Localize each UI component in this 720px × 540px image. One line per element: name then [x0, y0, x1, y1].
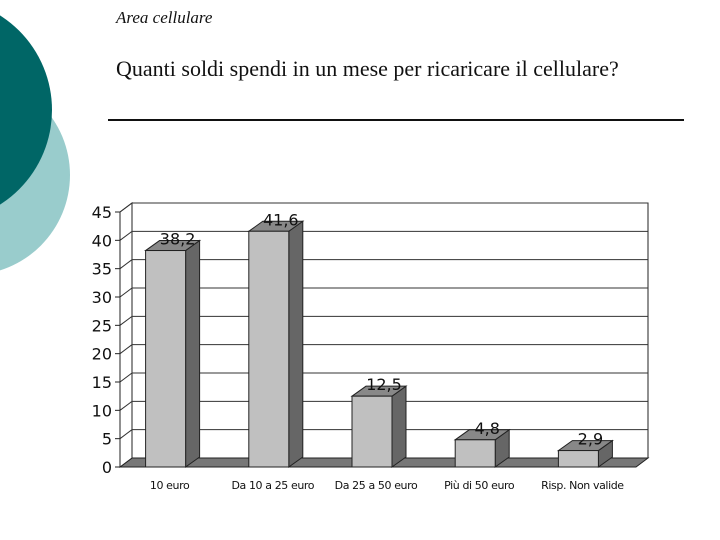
y-tick-label: 30	[92, 288, 112, 307]
y-tick-label: 0	[102, 458, 112, 477]
value-label: 4,8	[474, 419, 499, 438]
chart-bars	[144, 220, 614, 468]
bar-face	[351, 395, 393, 468]
y-tick-label: 40	[92, 231, 112, 250]
chart-gridlines	[119, 202, 648, 440]
bar-face	[454, 439, 496, 468]
x-tick-label: Da 25 a 50 euro	[335, 479, 418, 492]
gridline	[119, 230, 648, 241]
gridline	[119, 202, 648, 213]
value-label: 41,6	[263, 210, 299, 229]
title-divider	[108, 119, 684, 121]
bar-2	[247, 220, 305, 468]
y-tick-label: 20	[92, 345, 112, 364]
value-labels: 38,2 41,6 12,5 4,8 2,9	[160, 210, 603, 448]
value-label: 2,9	[578, 430, 603, 449]
gridline	[119, 344, 648, 355]
gridline	[119, 315, 648, 326]
y-tick-label: 10	[92, 401, 112, 420]
x-tick-label: 10 euro	[150, 479, 190, 492]
y-tick-label: 35	[92, 260, 112, 279]
gridline	[119, 259, 648, 270]
dark-teal-circle	[0, 15, 52, 205]
bar-side	[391, 385, 407, 468]
gridline	[119, 287, 648, 298]
y-tick-label: 45	[92, 203, 112, 222]
x-tick-label: Più di 50 euro	[444, 479, 515, 492]
slide-title: Quanti soldi spendi in un mese per ricar…	[116, 56, 619, 81]
side-wall	[119, 202, 133, 468]
bar-side	[185, 239, 201, 468]
section-header: Area cellulare	[116, 8, 213, 27]
x-tick-label: Da 10 a 25 euro	[231, 479, 314, 492]
bar-face	[145, 250, 187, 468]
gridline	[119, 400, 648, 411]
x-tick-label: Risp. Non valide	[541, 479, 624, 492]
bar-face	[557, 450, 599, 468]
bar-1	[144, 239, 202, 468]
value-label: 12,5	[366, 375, 402, 394]
y-tick-label: 25	[92, 316, 112, 335]
y-axis-ticks: 0 5 10 15 20 25 30 35 40 45	[92, 203, 121, 477]
bar-4	[453, 428, 511, 468]
bar-3	[350, 385, 408, 468]
bar-side	[288, 220, 304, 468]
y-tick-label: 5	[102, 430, 112, 449]
x-axis-ticks: 10 euro Da 10 a 25 euro Da 25 a 50 euro Più…	[150, 479, 625, 492]
value-label: 38,2	[160, 230, 196, 249]
decorative-circles	[0, 15, 70, 271]
y-tick-label: 15	[92, 373, 112, 392]
bar-face	[248, 230, 290, 468]
gridline	[119, 372, 648, 383]
bar-5	[556, 439, 614, 468]
